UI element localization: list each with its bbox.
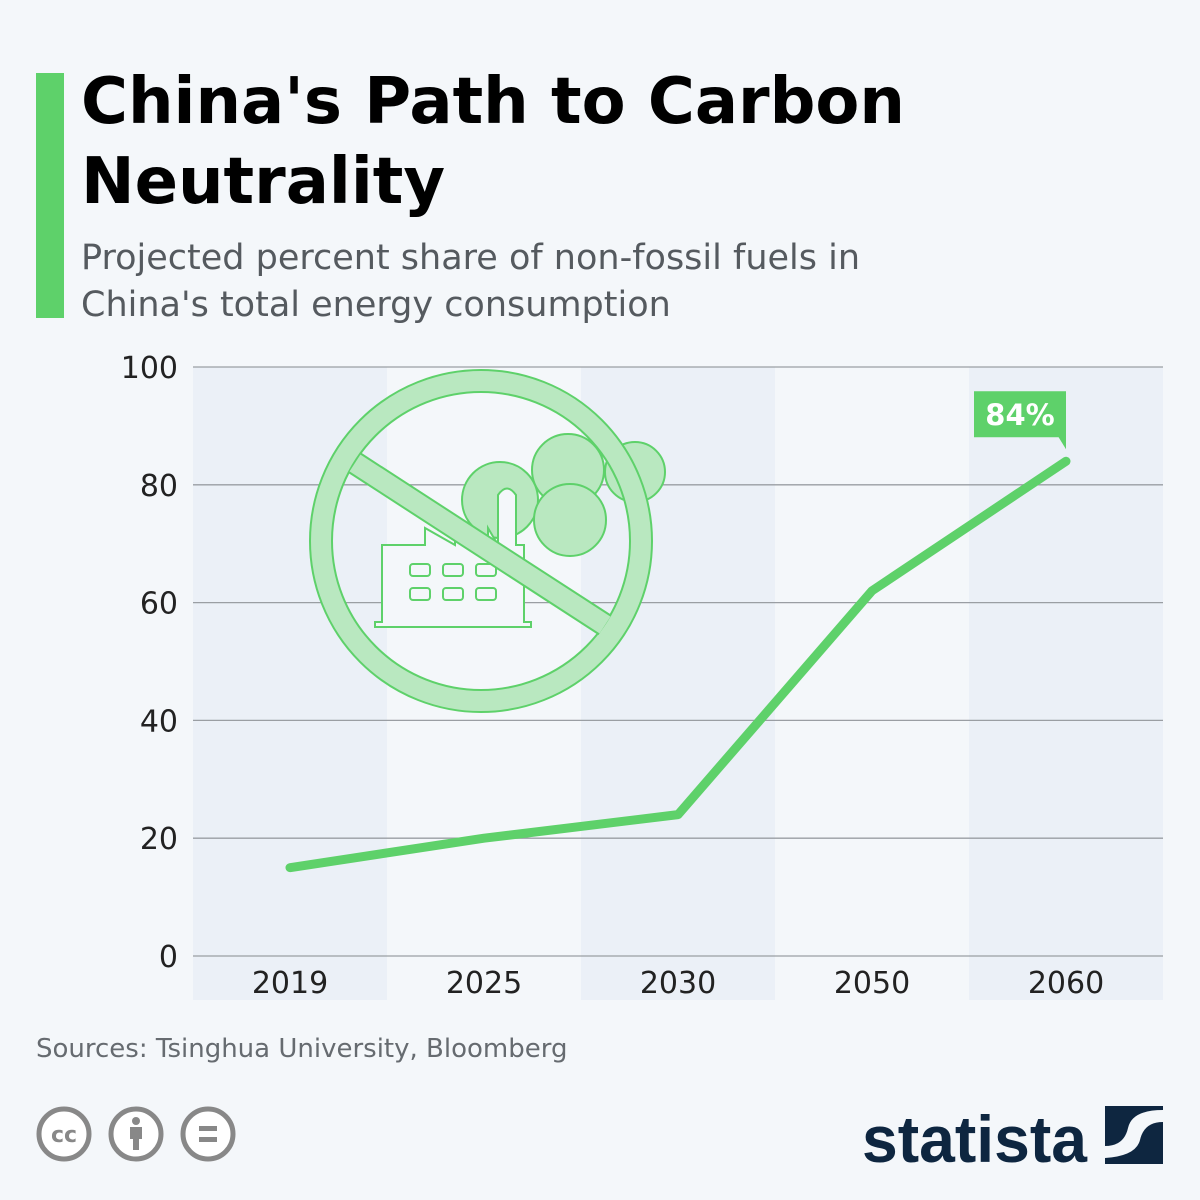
x-tick-label: 2030 [640, 966, 716, 1001]
y-tick-label: 20 [140, 822, 178, 857]
x-tick-label: 2050 [834, 966, 910, 1001]
line-chart: 0 20 40 60 80 100 2019 2025 2030 2050 2060 84% [121, 351, 1163, 1001]
annotation-tail [1058, 436, 1066, 450]
y-tick-label: 100 [121, 351, 178, 386]
attribution-icon[interactable] [108, 1106, 164, 1162]
y-tick-label: 40 [140, 704, 178, 739]
source-note: Sources: Tsinghua University, Bloomberg [36, 1034, 568, 1064]
column-band [969, 367, 1163, 1000]
y-tick-label: 60 [140, 587, 178, 622]
no-factory-icon [309, 369, 666, 713]
x-tick-label: 2025 [446, 966, 522, 1001]
accent-bar [36, 73, 64, 318]
x-tick-label: 2060 [1028, 966, 1104, 1001]
annotation-84-percent: 84% [974, 391, 1066, 450]
svg-text:cc: cc [51, 1123, 77, 1148]
chart-title: China's Path to Carbon Neutrality [81, 65, 905, 219]
statista-logo[interactable]: statista [862, 1098, 1167, 1176]
no-derivatives-icon[interactable] [180, 1106, 236, 1162]
cc-icon[interactable]: cc [36, 1106, 92, 1162]
x-tick-label: 2019 [252, 966, 328, 1001]
svg-text:statista: statista [862, 1102, 1088, 1168]
column-band [775, 367, 969, 1000]
annotation-label: 84% [985, 398, 1054, 432]
y-tick-label: 0 [159, 940, 178, 975]
annotation-box [974, 391, 1066, 438]
y-tick-label: 80 [140, 469, 178, 504]
chart-subtitle: Projected percent share of non-fossil fu… [81, 238, 861, 325]
series-line [285, 456, 1071, 873]
